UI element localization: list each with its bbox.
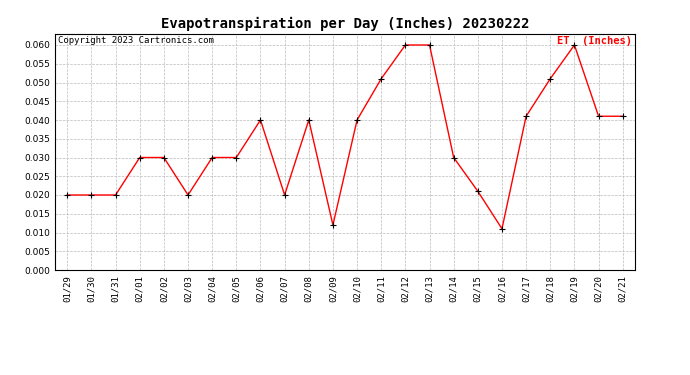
Title: Evapotranspiration per Day (Inches) 20230222: Evapotranspiration per Day (Inches) 2023… <box>161 17 529 31</box>
Text: ET  (Inches): ET (Inches) <box>557 36 632 46</box>
Text: Copyright 2023 Cartronics.com: Copyright 2023 Cartronics.com <box>58 36 214 45</box>
